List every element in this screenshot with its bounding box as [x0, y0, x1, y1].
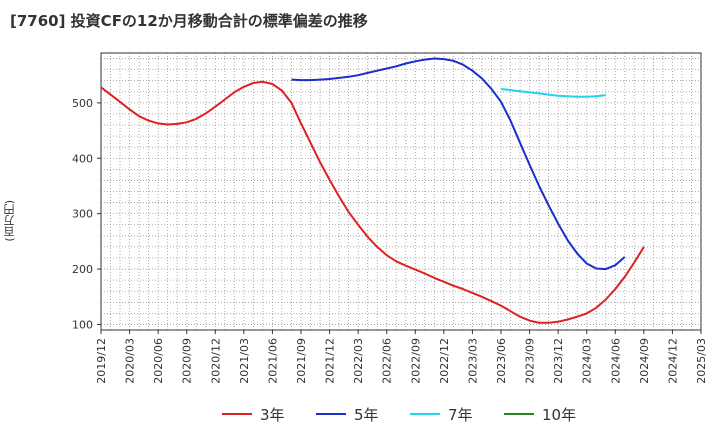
x-tick-label: 2021/09 [295, 338, 308, 384]
chart-legend: 3年 5年 7年 10年 [0, 402, 720, 426]
x-tick-label: 2022/06 [381, 338, 394, 384]
x-tick-label: 2023/09 [524, 338, 537, 384]
x-tick-label: 2019/12 [95, 338, 108, 384]
x-tick-label: 2022/09 [409, 338, 422, 384]
legend-swatch [410, 413, 440, 415]
x-tick-label: 2023/12 [552, 338, 565, 384]
legend-label: 7年 [448, 405, 473, 424]
x-tick-label: 2020/06 [152, 338, 165, 384]
legend-item: 10年 [504, 402, 576, 426]
x-tick-label: 2021/12 [324, 338, 337, 384]
x-tick-label: 2020/12 [209, 338, 222, 384]
legend-item: 7年 [410, 402, 473, 426]
plot-border [100, 52, 702, 331]
legend-item: 5年 [316, 402, 379, 426]
x-tick-label: 2021/06 [266, 338, 279, 384]
x-tick-label: 2024/12 [666, 338, 679, 384]
x-tick-label: 2022/12 [438, 338, 451, 384]
x-tick-label: 2024/03 [581, 338, 594, 384]
legend-label: 3年 [260, 405, 285, 424]
x-tick-label: 2023/06 [495, 338, 508, 384]
legend-swatch [222, 413, 252, 415]
x-tick-label: 2024/09 [638, 338, 651, 384]
legend-item: 3年 [222, 402, 285, 426]
x-tick-label: 2021/03 [238, 338, 251, 384]
y-tick-label: 100 [72, 318, 93, 331]
y-tick-label: 400 [72, 152, 93, 165]
series-line [500, 88, 606, 98]
legend-swatch [316, 413, 346, 415]
legend-label: 5年 [354, 405, 379, 424]
series-line [100, 80, 645, 324]
x-tick-label: 2025/03 [695, 338, 708, 384]
x-tick-label: 2022/03 [352, 338, 365, 384]
legend-label: 10年 [542, 405, 577, 424]
y-tick-label: 500 [72, 97, 93, 110]
x-tick-label: 2023/03 [466, 338, 479, 384]
x-tick-label: 2024/06 [609, 338, 622, 384]
y-tick-label: 300 [72, 208, 93, 221]
series-line [291, 57, 626, 271]
chart-title: [7760] 投資CFの12か月移動合計の標準偏差の推移 [10, 12, 368, 30]
x-tick-label: 2020/09 [181, 338, 194, 384]
legend-swatch [504, 413, 534, 415]
x-tick-label: 2020/03 [124, 338, 137, 384]
y-tick-label: 200 [72, 263, 93, 276]
